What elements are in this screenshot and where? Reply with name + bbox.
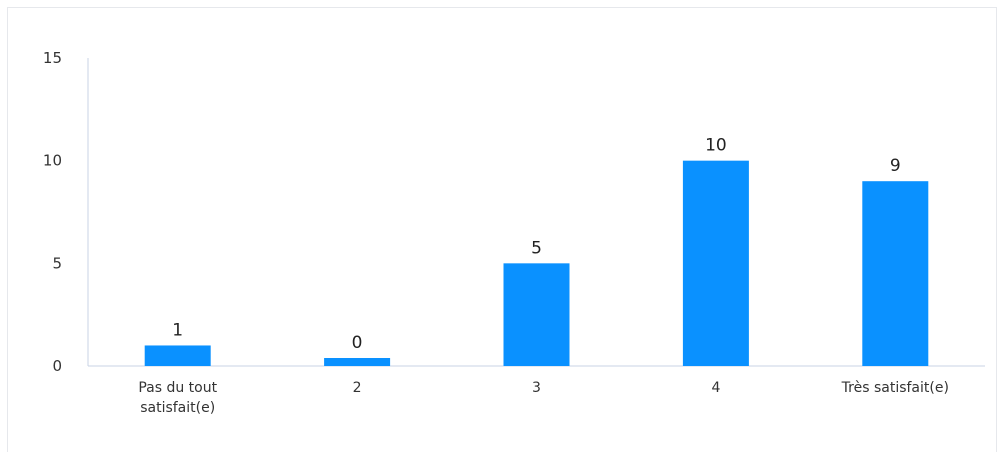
x-category-label: 4 xyxy=(711,380,720,396)
data-label: 0 xyxy=(352,333,363,353)
y-tick-label: 5 xyxy=(52,254,62,272)
data-label: 1 xyxy=(172,320,183,340)
x-axis-categories: Pas du tout satisfait(e) 2 3 4 Très satisfait… xyxy=(138,380,949,416)
y-tick-label: 10 xyxy=(43,152,62,170)
bar xyxy=(682,160,749,366)
x-category-label: Pas du tout xyxy=(138,380,217,396)
data-label: 10 xyxy=(705,136,727,156)
bar xyxy=(503,263,570,366)
y-tick-label: 15 xyxy=(43,49,62,67)
bars xyxy=(144,160,929,366)
x-category-label: Très satisfait(e) xyxy=(841,380,949,396)
x-category-label: satisfait(e) xyxy=(140,400,215,416)
bar xyxy=(862,181,929,366)
data-label: 9 xyxy=(890,156,901,176)
bar xyxy=(324,358,391,366)
data-label: 5 xyxy=(531,238,542,258)
bar xyxy=(144,345,211,366)
y-axis-ticks: 0 5 10 15 xyxy=(43,49,62,375)
y-tick-label: 0 xyxy=(52,357,62,375)
x-category-label: 3 xyxy=(532,380,541,396)
chart-panel xyxy=(7,7,997,452)
x-category-label: 2 xyxy=(353,380,362,396)
